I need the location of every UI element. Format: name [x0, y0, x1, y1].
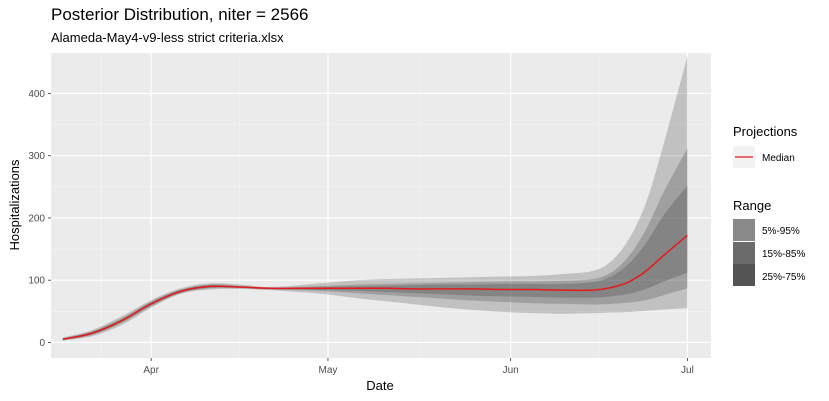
y-tick-label: 400: [28, 89, 45, 100]
median-layer: [62, 234, 688, 341]
legend-label-15-85: 15%-85%: [762, 249, 805, 260]
y-axis-title: Hospitalizations: [7, 159, 22, 251]
y-tick-label: 100: [28, 276, 45, 287]
chart-title: Posterior Distribution, niter = 2566: [51, 5, 309, 24]
x-axis: Apr May Jun Jul: [143, 358, 694, 376]
legend-label-5-95: 5%-95%: [762, 226, 800, 237]
x-tick-label: May: [319, 365, 338, 376]
legend-projections-title: Projections: [733, 124, 798, 139]
y-tick-label: 0: [39, 338, 45, 349]
y-tick-label: 300: [28, 151, 45, 162]
x-tick-label: Apr: [143, 365, 159, 376]
y-tick-label: 200: [28, 213, 45, 224]
x-tick-label: Jul: [681, 365, 694, 376]
legend-swatch-5-95: [733, 219, 755, 241]
legend-swatch-15-85: [733, 242, 755, 264]
legend-swatch-25-75: [733, 264, 755, 286]
chart-subtitle: Alameda-May4-v9-less strict criteria.xls…: [51, 30, 284, 45]
band-5%-95%: [62, 56, 688, 341]
legend: Projections Median Range 5%-95% 15%-85% …: [733, 124, 805, 286]
range-bands: [62, 56, 688, 341]
x-tick-label: Jun: [503, 365, 519, 376]
legend-range-title: Range: [733, 198, 771, 213]
legend-label-25-75: 25%-75%: [762, 272, 805, 283]
median-line: [62, 234, 688, 341]
y-axis: 0 100 200 300 400: [28, 89, 51, 349]
panel-background: [51, 53, 711, 358]
x-axis-title: Date: [366, 378, 393, 393]
legend-median-label: Median: [762, 153, 795, 164]
band-15%-85%: [62, 148, 688, 340]
plot-panel: [51, 53, 711, 358]
